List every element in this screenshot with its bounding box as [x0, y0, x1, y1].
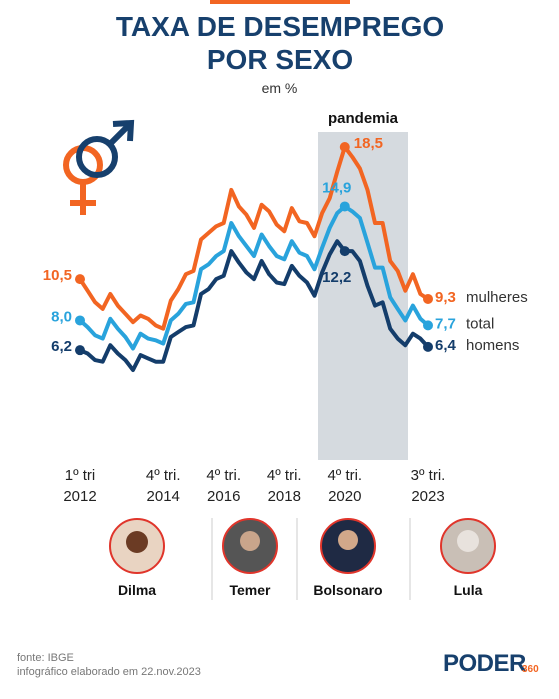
series-line — [78, 145, 430, 331]
data-label: 6,4 — [435, 337, 457, 354]
data-label: 7,7 — [435, 315, 456, 332]
chart-title: TAXA DE DESEMPREGO POR SEXO — [115, 11, 445, 75]
annotation: pandemia — [328, 110, 399, 127]
x-tick-label: 4º tri. 2018 — [266, 467, 302, 505]
president-name: Dilma — [117, 582, 157, 598]
sex-icon — [63, 119, 135, 215]
point — [339, 246, 350, 257]
point — [423, 293, 433, 304]
data-label: 6,2 — [51, 338, 72, 355]
legend-label: mulheres — [466, 289, 528, 306]
president-name: Bolsonaro — [313, 582, 383, 598]
president-name: Lula — [453, 582, 483, 598]
logo-number: 360 — [522, 664, 539, 675]
point — [423, 320, 433, 331]
source: fonte: IBGE — [17, 652, 74, 664]
data-label: 8,0 — [51, 308, 72, 325]
point — [75, 274, 85, 285]
president-name: Temer — [229, 582, 271, 598]
chart-subtitle: em % — [261, 80, 298, 96]
point — [423, 341, 433, 352]
legend-label: total — [466, 315, 494, 332]
data-label: 10,5 — [43, 267, 72, 284]
x-tick-label: 4º tri. 2020 — [327, 467, 363, 505]
data-label: 9,3 — [435, 289, 456, 306]
data-label: 18,5 — [354, 135, 383, 152]
top-bar — [210, 0, 350, 4]
data-label: 14,9 — [322, 179, 351, 196]
logo: PODER — [443, 650, 526, 677]
x-tick-label: 3º tri. 2023 — [410, 467, 446, 505]
x-tick-label: 1º tri 2012 — [63, 467, 97, 505]
x-tick-label: 4º tri. 2016 — [206, 467, 242, 505]
note: infográfico elaborado em 22.nov.2023 — [17, 666, 201, 678]
point — [75, 315, 85, 326]
president-photos — [109, 518, 496, 600]
series-line — [78, 204, 430, 351]
point — [339, 201, 350, 212]
point — [339, 142, 350, 152]
data-label: 12,2 — [322, 269, 351, 286]
point — [75, 345, 85, 356]
legend-label: homens — [466, 337, 519, 354]
x-tick-label: 4º tri. 2014 — [145, 467, 181, 505]
series-line — [79, 239, 430, 372]
